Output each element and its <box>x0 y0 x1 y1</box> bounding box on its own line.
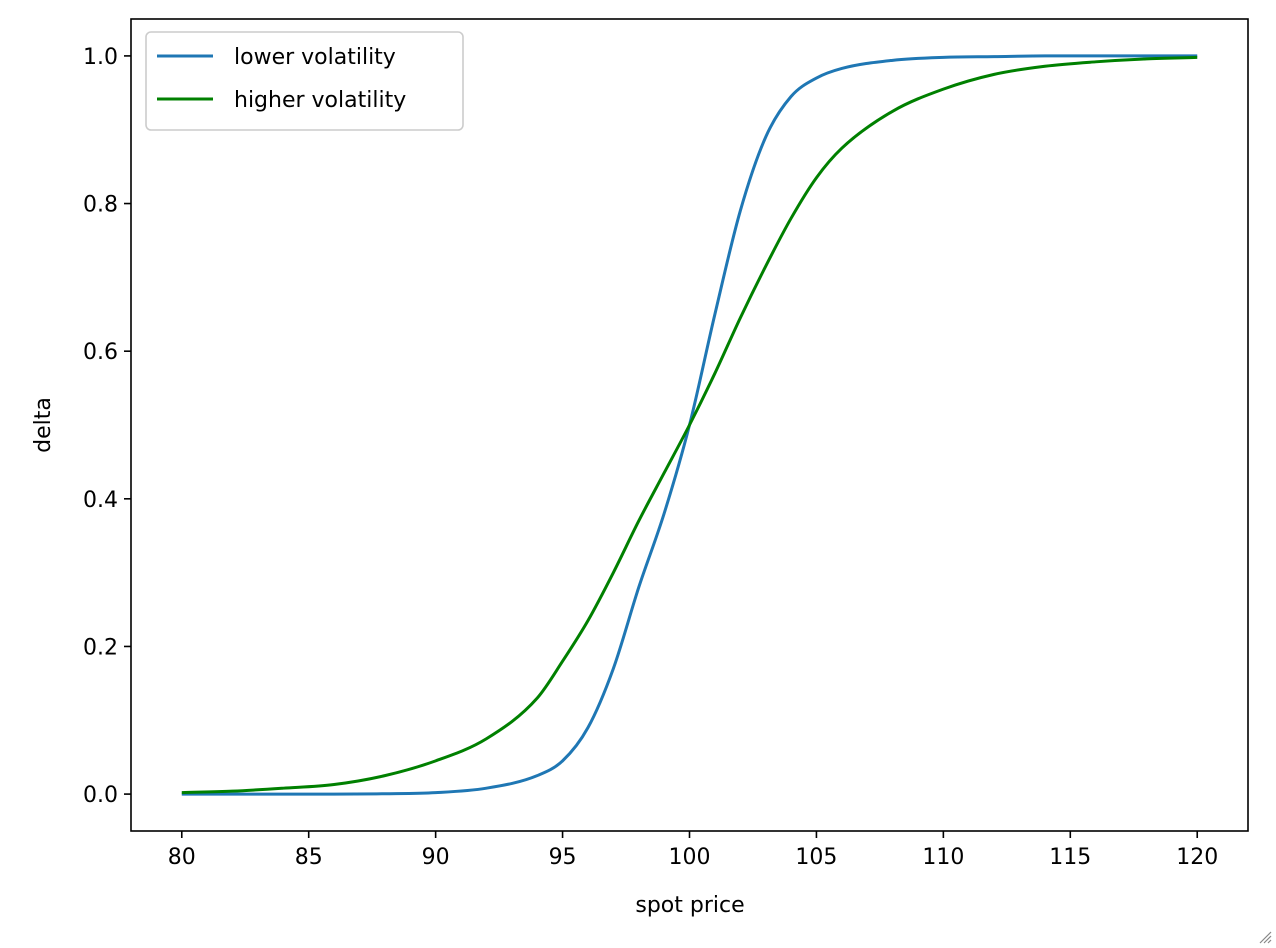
x-axis-ticks: 80 85 90 95 100 105 110 115 120 <box>168 831 1218 870</box>
x-tick-label: 85 <box>295 845 323 870</box>
y-tick-label: 0.4 <box>83 488 118 513</box>
legend-box <box>145 31 464 131</box>
y-axis-label: delta <box>31 397 56 453</box>
x-tick-label: 110 <box>922 845 964 870</box>
x-tick-label: 115 <box>1049 845 1091 870</box>
legend-label-higher-volatility: higher volatility <box>234 88 406 113</box>
x-tick-label: 105 <box>795 845 837 870</box>
legend-label-lower-volatility: lower volatility <box>234 45 396 70</box>
x-tick-label: 90 <box>422 845 450 870</box>
y-tick-label: 1.0 <box>83 45 118 70</box>
x-tick-label: 100 <box>669 845 711 870</box>
y-tick-label: 0.2 <box>83 635 118 660</box>
legend: lower volatility higher volatility <box>145 31 464 131</box>
x-tick-label: 120 <box>1176 845 1218 870</box>
y-tick-label: 0.8 <box>83 193 118 218</box>
series-line-higher-volatility <box>181 55 1198 795</box>
resize-grip-icon[interactable] <box>1258 930 1272 944</box>
series-group <box>181 54 1198 796</box>
y-tick-label: 0.6 <box>83 340 118 365</box>
x-tick-label: 80 <box>168 845 196 870</box>
x-axis-label: spot price <box>635 893 744 918</box>
y-tick-label: 0.0 <box>83 783 118 808</box>
x-tick-label: 95 <box>549 845 577 870</box>
y-axis-ticks: 0.0 0.2 0.4 0.6 0.8 1.0 <box>83 45 131 808</box>
